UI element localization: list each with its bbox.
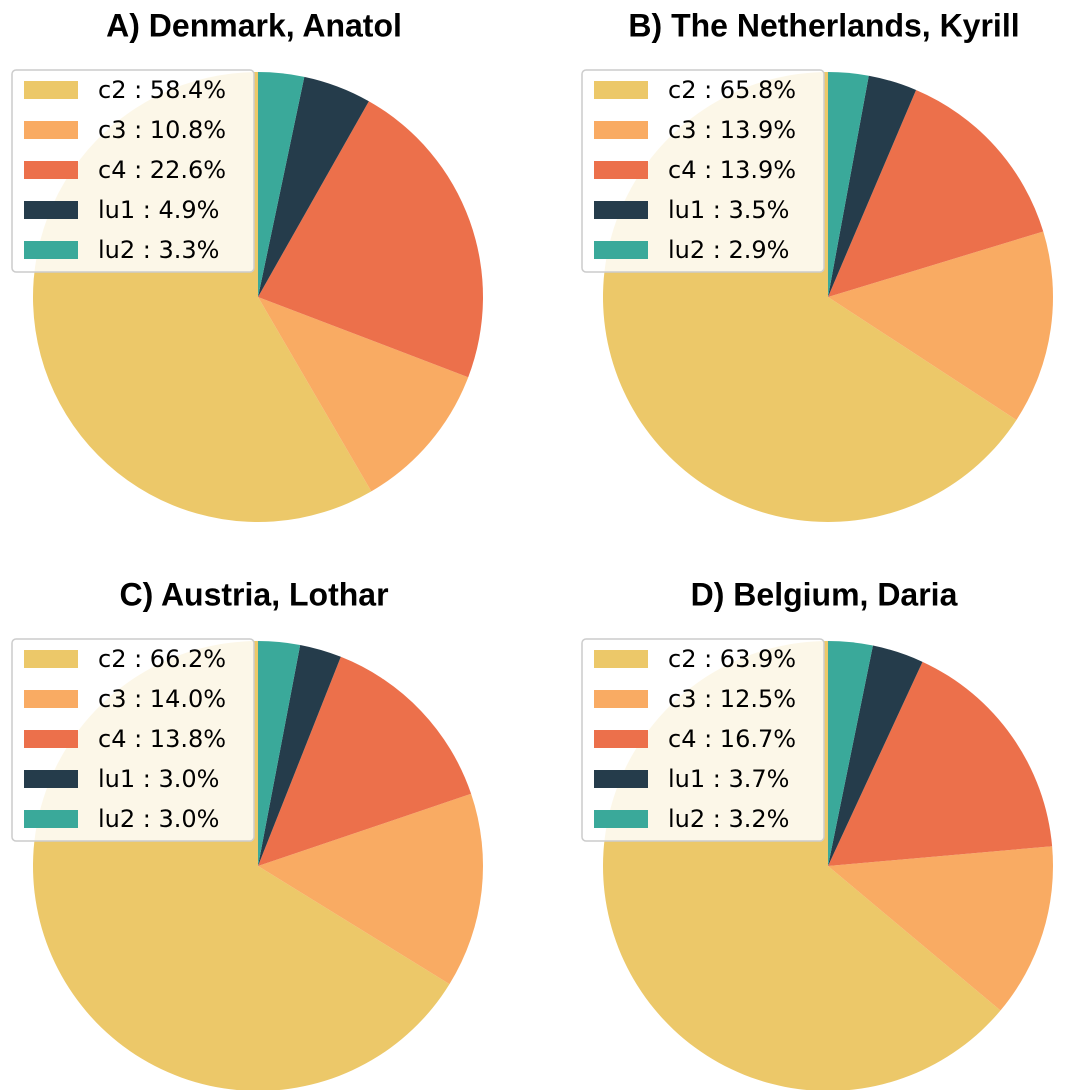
pie-panel: D) Belgium, Daria c2 : 63.9% c3 : 12.5% c4 …	[581, 576, 1053, 1090]
pie-slice	[828, 231, 1053, 420]
legend-label: c3 : 12.5%	[668, 685, 796, 713]
legend-label: c4 : 16.7%	[668, 725, 796, 753]
pie-slice	[828, 75, 917, 298]
pie-panel: B) The Netherlands, Kyrill c2 : 65.8% c3 :…	[581, 7, 1053, 522]
pie-slice	[258, 656, 472, 866]
legend-box	[11, 69, 255, 273]
chart-title: D) Belgium, Daria	[691, 576, 958, 612]
legend-label: c4 : 13.8%	[98, 725, 226, 753]
pie-slice	[258, 297, 469, 492]
legend-label: c2 : 65.8%	[668, 76, 796, 104]
pie-slice	[828, 661, 1053, 866]
legend-label: lu2 : 3.0%	[98, 805, 219, 833]
legend-swatch	[24, 201, 78, 219]
legend-label: c4 : 13.9%	[668, 156, 796, 184]
legend-swatch	[594, 650, 648, 668]
pie-slice	[258, 101, 483, 378]
legend-swatch	[594, 810, 648, 828]
chart-title: A) Denmark, Anatol	[106, 7, 402, 43]
legend-label: lu1 : 3.5%	[668, 196, 789, 224]
pie-slice	[258, 793, 483, 985]
legend-label: c2 : 66.2%	[98, 645, 226, 673]
pie-slice	[258, 76, 369, 297]
legend-label: lu2 : 3.3%	[98, 236, 219, 264]
legend-label: c3 : 14.0%	[98, 685, 226, 713]
legend-swatch	[594, 81, 648, 99]
legend-swatch	[594, 730, 648, 748]
legend-swatch	[594, 241, 648, 259]
legend-box	[11, 638, 255, 842]
legend-label: c3 : 13.9%	[668, 116, 796, 144]
chart-title: B) The Netherlands, Kyrill	[628, 7, 1019, 43]
legend-swatch	[24, 650, 78, 668]
pie-panel: C) Austria, Lothar c2 : 66.2% c3 : 14.0% c4…	[11, 576, 483, 1090]
chart-title: C) Austria, Lothar	[119, 576, 388, 612]
pie-slice	[828, 641, 873, 866]
legend-label: c2 : 58.4%	[98, 76, 226, 104]
legend-swatch	[24, 690, 78, 708]
legend-label: lu1 : 3.0%	[98, 765, 219, 793]
legend-label: lu2 : 2.9%	[668, 236, 789, 264]
pie-slice	[258, 72, 305, 297]
legend-swatch	[594, 161, 648, 179]
legend-swatch	[24, 121, 78, 139]
pie-slice	[828, 89, 1044, 297]
legend-swatch	[594, 690, 648, 708]
legend-label: c4 : 22.6%	[98, 156, 226, 184]
legend-swatch	[24, 730, 78, 748]
pie-slice	[258, 641, 301, 866]
legend-label: c2 : 63.9%	[668, 645, 796, 673]
pie-slice	[258, 644, 341, 866]
legend-swatch	[24, 161, 78, 179]
pie-slice	[828, 846, 1053, 1011]
legend-swatch	[24, 770, 78, 788]
legend-box	[581, 638, 825, 842]
legend-label: lu1 : 4.9%	[98, 196, 219, 224]
legend-swatch	[594, 201, 648, 219]
legend-swatch	[24, 81, 78, 99]
legend-label: lu1 : 3.7%	[668, 765, 789, 793]
legend-swatch	[594, 121, 648, 139]
pie-slice	[828, 645, 923, 866]
legend-label: lu2 : 3.2%	[668, 805, 789, 833]
legend-swatch	[594, 770, 648, 788]
legend-swatch	[24, 241, 78, 259]
legend-swatch	[24, 810, 78, 828]
legend-label: c3 : 10.8%	[98, 116, 226, 144]
pie-slice	[828, 72, 869, 297]
pie-panel: A) Denmark, Anatol c2 : 58.4% c3 : 10.8% c4…	[11, 7, 483, 522]
legend-box	[581, 69, 825, 273]
